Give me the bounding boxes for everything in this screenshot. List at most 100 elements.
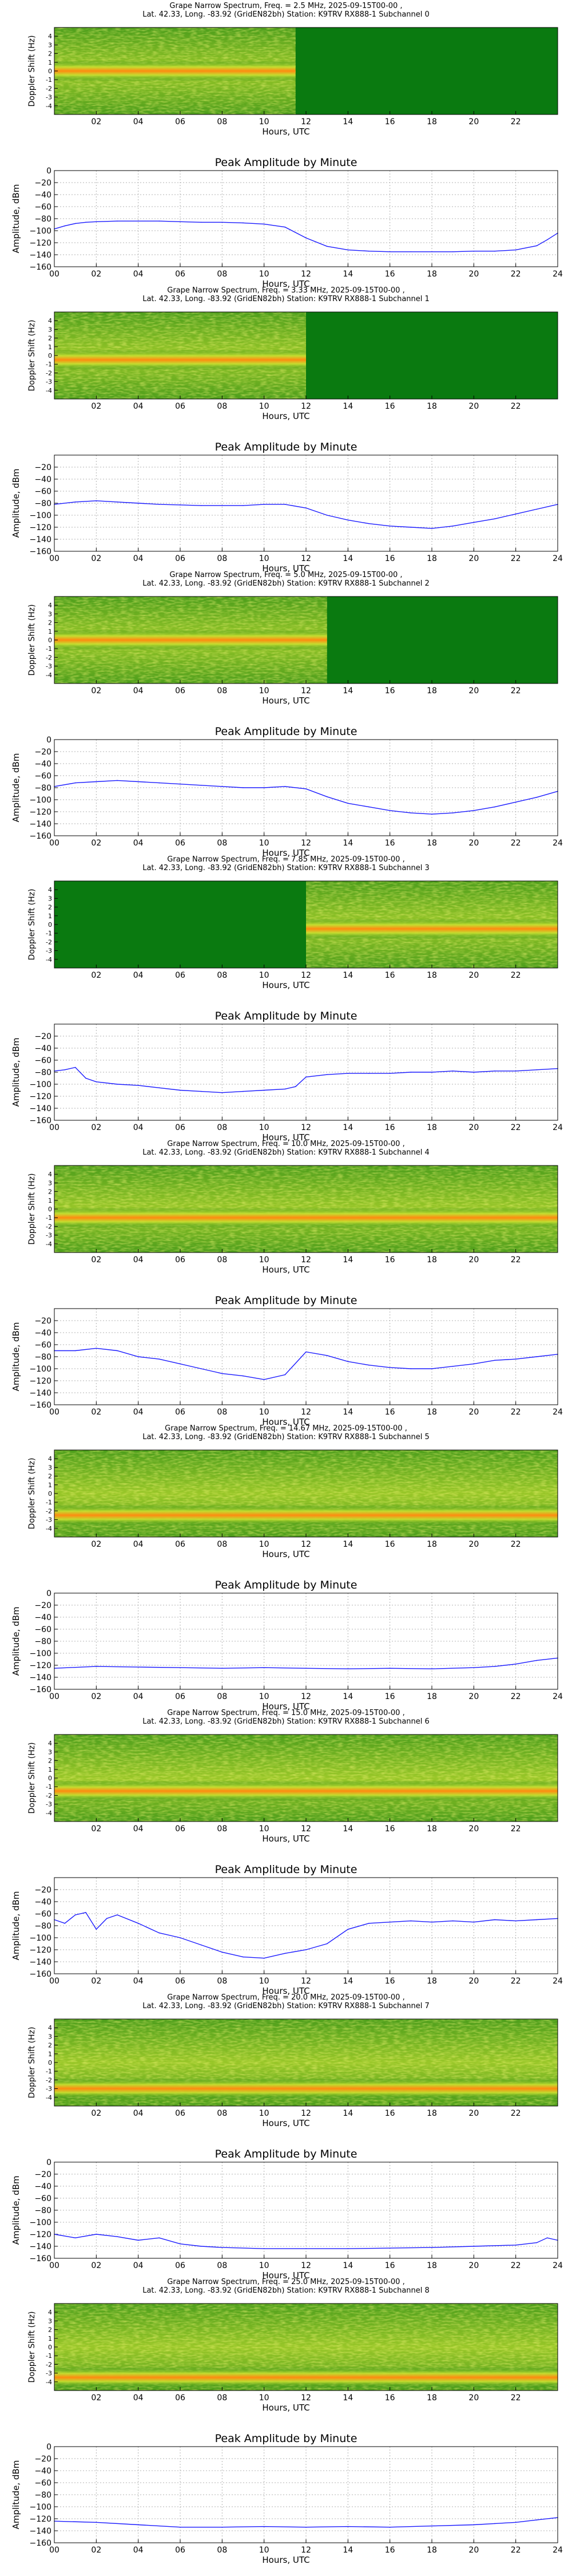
spectrogram-xtick-label: 22 (511, 2109, 521, 2118)
amplitude-xtick-label: 06 (175, 1692, 185, 1701)
spectrogram-xtick-label: 08 (217, 686, 227, 696)
spectrogram-xtick-label: 08 (217, 402, 227, 411)
spectrogram-ytick-label: 1 (48, 628, 52, 635)
spectrogram-xtick-label: 16 (385, 2109, 395, 2118)
amplitude-ytick-label: −120 (30, 1092, 51, 1101)
spectrogram-xtick-label: 18 (427, 402, 437, 411)
amplitude-ylabel: Amplitude, dBm (11, 1322, 21, 1392)
amplitude-xtick-label: 22 (511, 1408, 521, 1417)
spectrogram-xtick-label: 18 (427, 686, 437, 696)
amplitude-xtick-label: 16 (385, 1408, 395, 1417)
amplitude-ytick-label: −140 (30, 1389, 51, 1398)
amplitude-ytick-label: −140 (30, 820, 51, 829)
spectrogram-ytick-label: 0 (48, 921, 52, 929)
amplitude-point (347, 1073, 349, 1074)
spectrogram-xtick-label: 10 (259, 2393, 269, 2403)
spectrogram-xtick-label: 18 (427, 971, 437, 980)
amplitude-xtick-label: 06 (175, 1408, 185, 1417)
spectrogram-xtick-label: 14 (343, 1540, 353, 1549)
spectrogram-xtick-label: 02 (91, 1824, 101, 1834)
amplitude-ylabel: Amplitude, dBm (11, 1891, 21, 1961)
amplitude-point (180, 504, 181, 505)
amplitude-xtick-label: 04 (133, 1123, 144, 1132)
amplitude-ytick-label: −140 (30, 1104, 51, 1113)
amplitude-ytick-label: −40 (34, 475, 51, 484)
spectrogram-ylabel: Doppler Shift (Hz) (27, 1174, 37, 1245)
spectrogram-xtick-label: 10 (259, 117, 269, 127)
spectrogram-xtick-label: 02 (91, 2109, 101, 2118)
amplitude-point (200, 785, 202, 786)
amplitude-ytick-label: −120 (30, 523, 51, 532)
spectrogram-carrier-band (306, 918, 558, 939)
amplitude-frame (54, 1877, 558, 1974)
amplitude-xlabel: Hours, UTC (262, 279, 309, 289)
amplitude-xtick-label: 02 (91, 554, 101, 563)
amplitude-xtick-label: 24 (553, 1977, 563, 1986)
spectrogram-xtick-label: 10 (259, 1540, 269, 1549)
amplitude-point (389, 251, 391, 252)
amplitude-xtick-label: 12 (301, 839, 311, 848)
amplitude-point (74, 1350, 76, 1352)
amplitude-point (515, 1358, 517, 1360)
spectrogram-ytick-label: 2 (48, 904, 52, 911)
spectrogram-xtick-label: 20 (468, 1540, 479, 1549)
amplitude-xtick-label: 16 (385, 1123, 395, 1132)
amplitude-point (263, 2248, 265, 2249)
amplitude-point (284, 786, 286, 787)
amplitude-ytick-label: −140 (30, 535, 51, 544)
spectrogram-xtick-label: 14 (343, 2393, 353, 2403)
amplitude-ytick-label: −120 (30, 808, 51, 817)
spectrogram-xtick-label: 20 (468, 2109, 479, 2118)
amplitude-ytick-label: −160 (30, 832, 51, 841)
amplitude-xtick-label: 08 (217, 554, 227, 563)
spectrogram-xlabel: Hours, UTC (262, 1834, 309, 1844)
spectrogram-xtick-label: 12 (301, 402, 311, 411)
amplitude-ylabel: Amplitude, dBm (11, 753, 21, 823)
amplitude-point (137, 1666, 139, 1668)
spectrogram-xtick-label: 20 (468, 686, 479, 696)
spectrogram-xtick-label: 06 (175, 971, 185, 980)
amplitude-xlabel: Hours, UTC (262, 563, 309, 574)
spectrogram-xtick-label: 02 (91, 1540, 101, 1549)
spectrogram-ytick-label: -2 (46, 1792, 52, 1799)
spectrogram-panel-0: Grape Narrow Spectrum, Freq. = 2.5 MHz, … (27, 2, 558, 137)
amplitude-point (74, 782, 76, 784)
amplitude-xtick-label: 22 (511, 1692, 521, 1701)
spectrogram-ytick-label: 2 (48, 619, 52, 627)
spectrogram-ytick-label: 4 (48, 602, 52, 609)
amplitude-point (515, 1664, 517, 1665)
amplitude-xtick-label: 14 (343, 1692, 353, 1701)
amplitude-ytick-label: −40 (34, 760, 51, 769)
amplitude-ytick-label: −120 (30, 2230, 51, 2239)
amplitude-point (473, 521, 475, 523)
amplitude-ytick-label: −80 (34, 2491, 51, 2500)
amplitude-point (137, 781, 139, 783)
amplitude-xtick-label: 24 (553, 1692, 563, 1701)
spectrogram-title-line2: Lat. 42.33, Long. -83.92 (GridEN82bh) St… (142, 579, 430, 588)
spectrogram-panel-4: Grape Narrow Spectrum, Freq. = 10.0 MHz,… (27, 1140, 558, 1275)
amplitude-point (221, 1373, 223, 1374)
amplitude-point (158, 782, 160, 784)
amplitude-point (180, 1363, 181, 1365)
amplitude-series-line (54, 220, 558, 252)
amplitude-ytick-label: −80 (34, 1068, 51, 1077)
amplitude-ytick-label: −80 (34, 215, 51, 224)
spectrogram-xtick-label: 12 (301, 971, 311, 980)
spectrogram-ytick-label: -3 (46, 94, 52, 101)
spectrogram-ytick-label: 0 (48, 2059, 52, 2067)
amplitude-ytick-label: −20 (34, 463, 51, 472)
amplitude-xtick-label: 12 (301, 1977, 311, 1986)
spectrogram-xtick-label: 08 (217, 2393, 227, 2403)
spectrogram-xtick-label: 20 (468, 402, 479, 411)
spectrogram-ytick-label: 4 (48, 886, 52, 894)
amplitude-point (117, 501, 118, 503)
spectrogram-title-line1: Grape Narrow Spectrum, Freq. = 5.0 MHz, … (169, 571, 402, 579)
amplitude-point (74, 2237, 76, 2239)
amplitude-ytick-label: −160 (30, 1401, 51, 1410)
amplitude-xtick-label: 22 (511, 839, 521, 848)
spectrogram-ytick-label: 1 (48, 2335, 52, 2342)
spectrogram-ytick-label: 2 (48, 2042, 52, 2049)
amplitude-ytick-label: −160 (30, 263, 51, 272)
amplitude-point (96, 1081, 97, 1082)
spectrogram-ytick-label: -1 (46, 1783, 52, 1791)
